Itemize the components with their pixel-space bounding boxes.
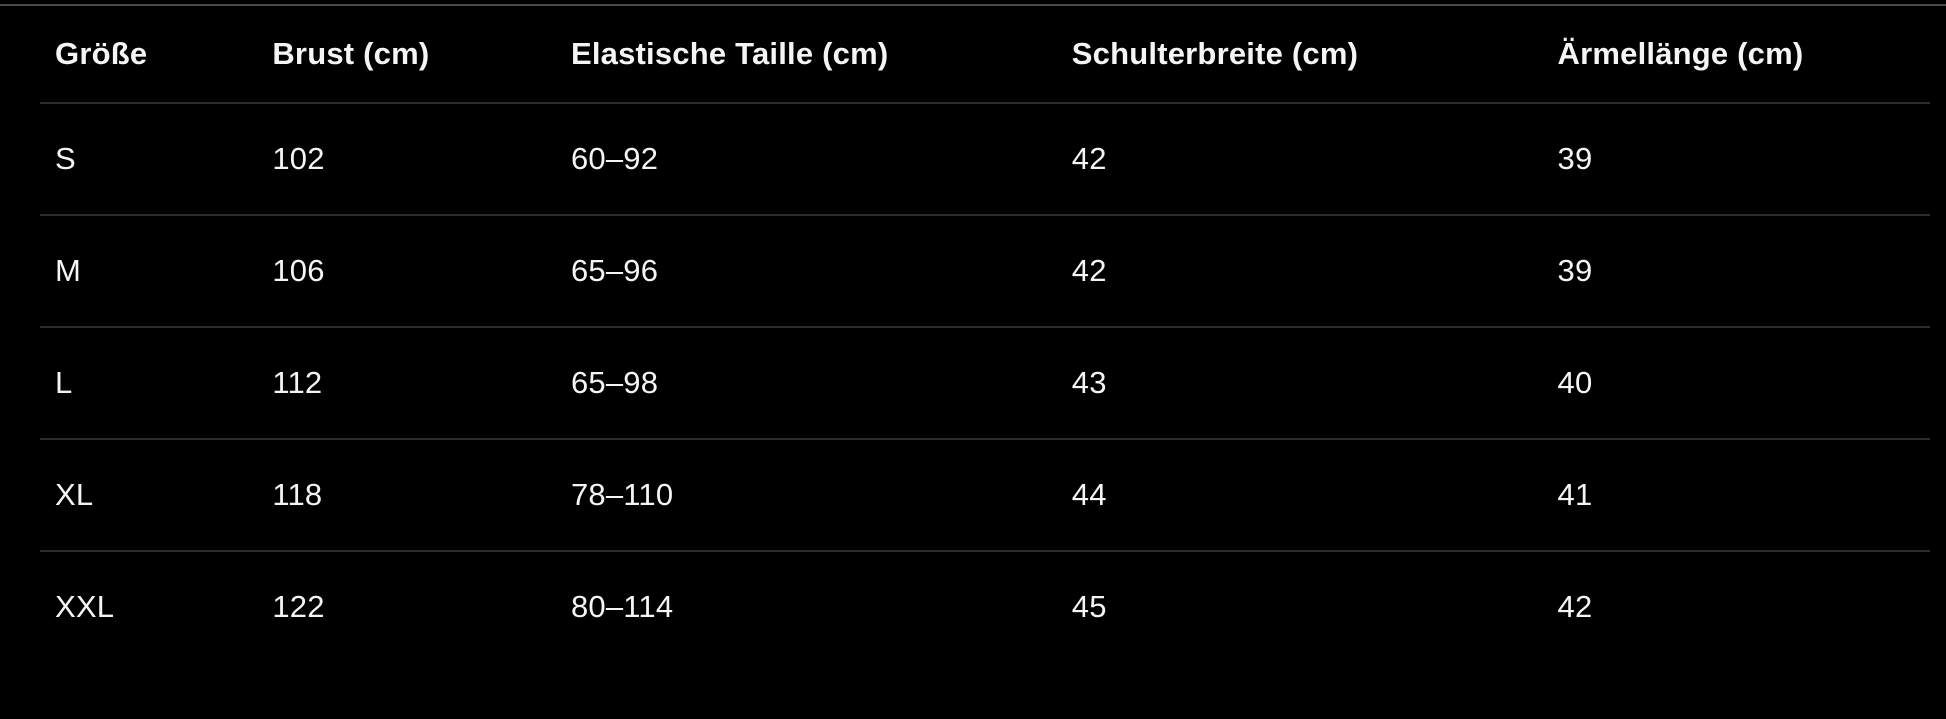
chest-cell: 106 [257, 215, 556, 328]
size-cell: XXL [55, 589, 115, 624]
sleeve-cell: 39 [1542, 215, 1930, 328]
waist-cell: 60–92 [555, 103, 1057, 216]
waist-cell: 78–110 [555, 439, 1057, 552]
sleeve-cell: 39 [1542, 103, 1930, 216]
column-header: Brust (cm) [257, 6, 556, 104]
shoulder-cell: 43 [1056, 327, 1543, 440]
sleeve-cell: 41 [1542, 439, 1930, 552]
waist-cell: 80–114 [570, 589, 674, 624]
size-chart-container: Größe Brust (cm) Elastische Taille (cm) Sch… [40, 6, 1930, 662]
shoulder-cell: 44 [1056, 439, 1543, 552]
waist-cell: 65–96 [555, 215, 1057, 328]
column-header: Größe [40, 6, 258, 104]
chest-cell: 118 [257, 439, 556, 552]
shoulder-cell: 42 [1056, 103, 1543, 216]
sleeve-cell: 40 [1542, 327, 1930, 440]
sleeve-cell: 42 [1557, 589, 1593, 624]
top-divider [0, 4, 1946, 6]
table-row: L 112 65–98 43 40 [40, 327, 1930, 440]
chest-cell: 102 [257, 103, 556, 216]
size-table-body: S 102 60–92 42 39 M 106 65–96 42 39 L 11… [40, 103, 1930, 662]
shoulder-cell: 45 [1071, 589, 1107, 624]
size-cell: XL [40, 439, 258, 552]
size-cell: S [40, 103, 258, 216]
table-row: XL 118 78–110 44 41 [40, 439, 1930, 552]
shoulder-cell: 42 [1056, 215, 1543, 328]
column-header: Schulterbreite (cm) [1056, 6, 1543, 104]
waist-cell: 65–98 [555, 327, 1057, 440]
table-row: S 102 60–92 42 39 [40, 103, 1930, 216]
size-cell: L [40, 327, 258, 440]
size-cell: M [40, 215, 258, 328]
chest-cell: 112 [257, 327, 556, 440]
size-chart-table: Größe Brust (cm) Elastische Taille (cm) Sch… [40, 6, 1930, 662]
header-row: Größe Brust (cm) Elastische Taille (cm) Sch… [40, 6, 1930, 104]
table-row: XXL 122 80–114 45 42 [40, 551, 1930, 662]
chest-cell: 122 [272, 589, 325, 624]
column-header: Ärmellänge (cm) [1542, 6, 1930, 104]
table-row: M 106 65–96 42 39 [40, 215, 1930, 328]
column-header: Elastische Taille (cm) [555, 6, 1057, 104]
